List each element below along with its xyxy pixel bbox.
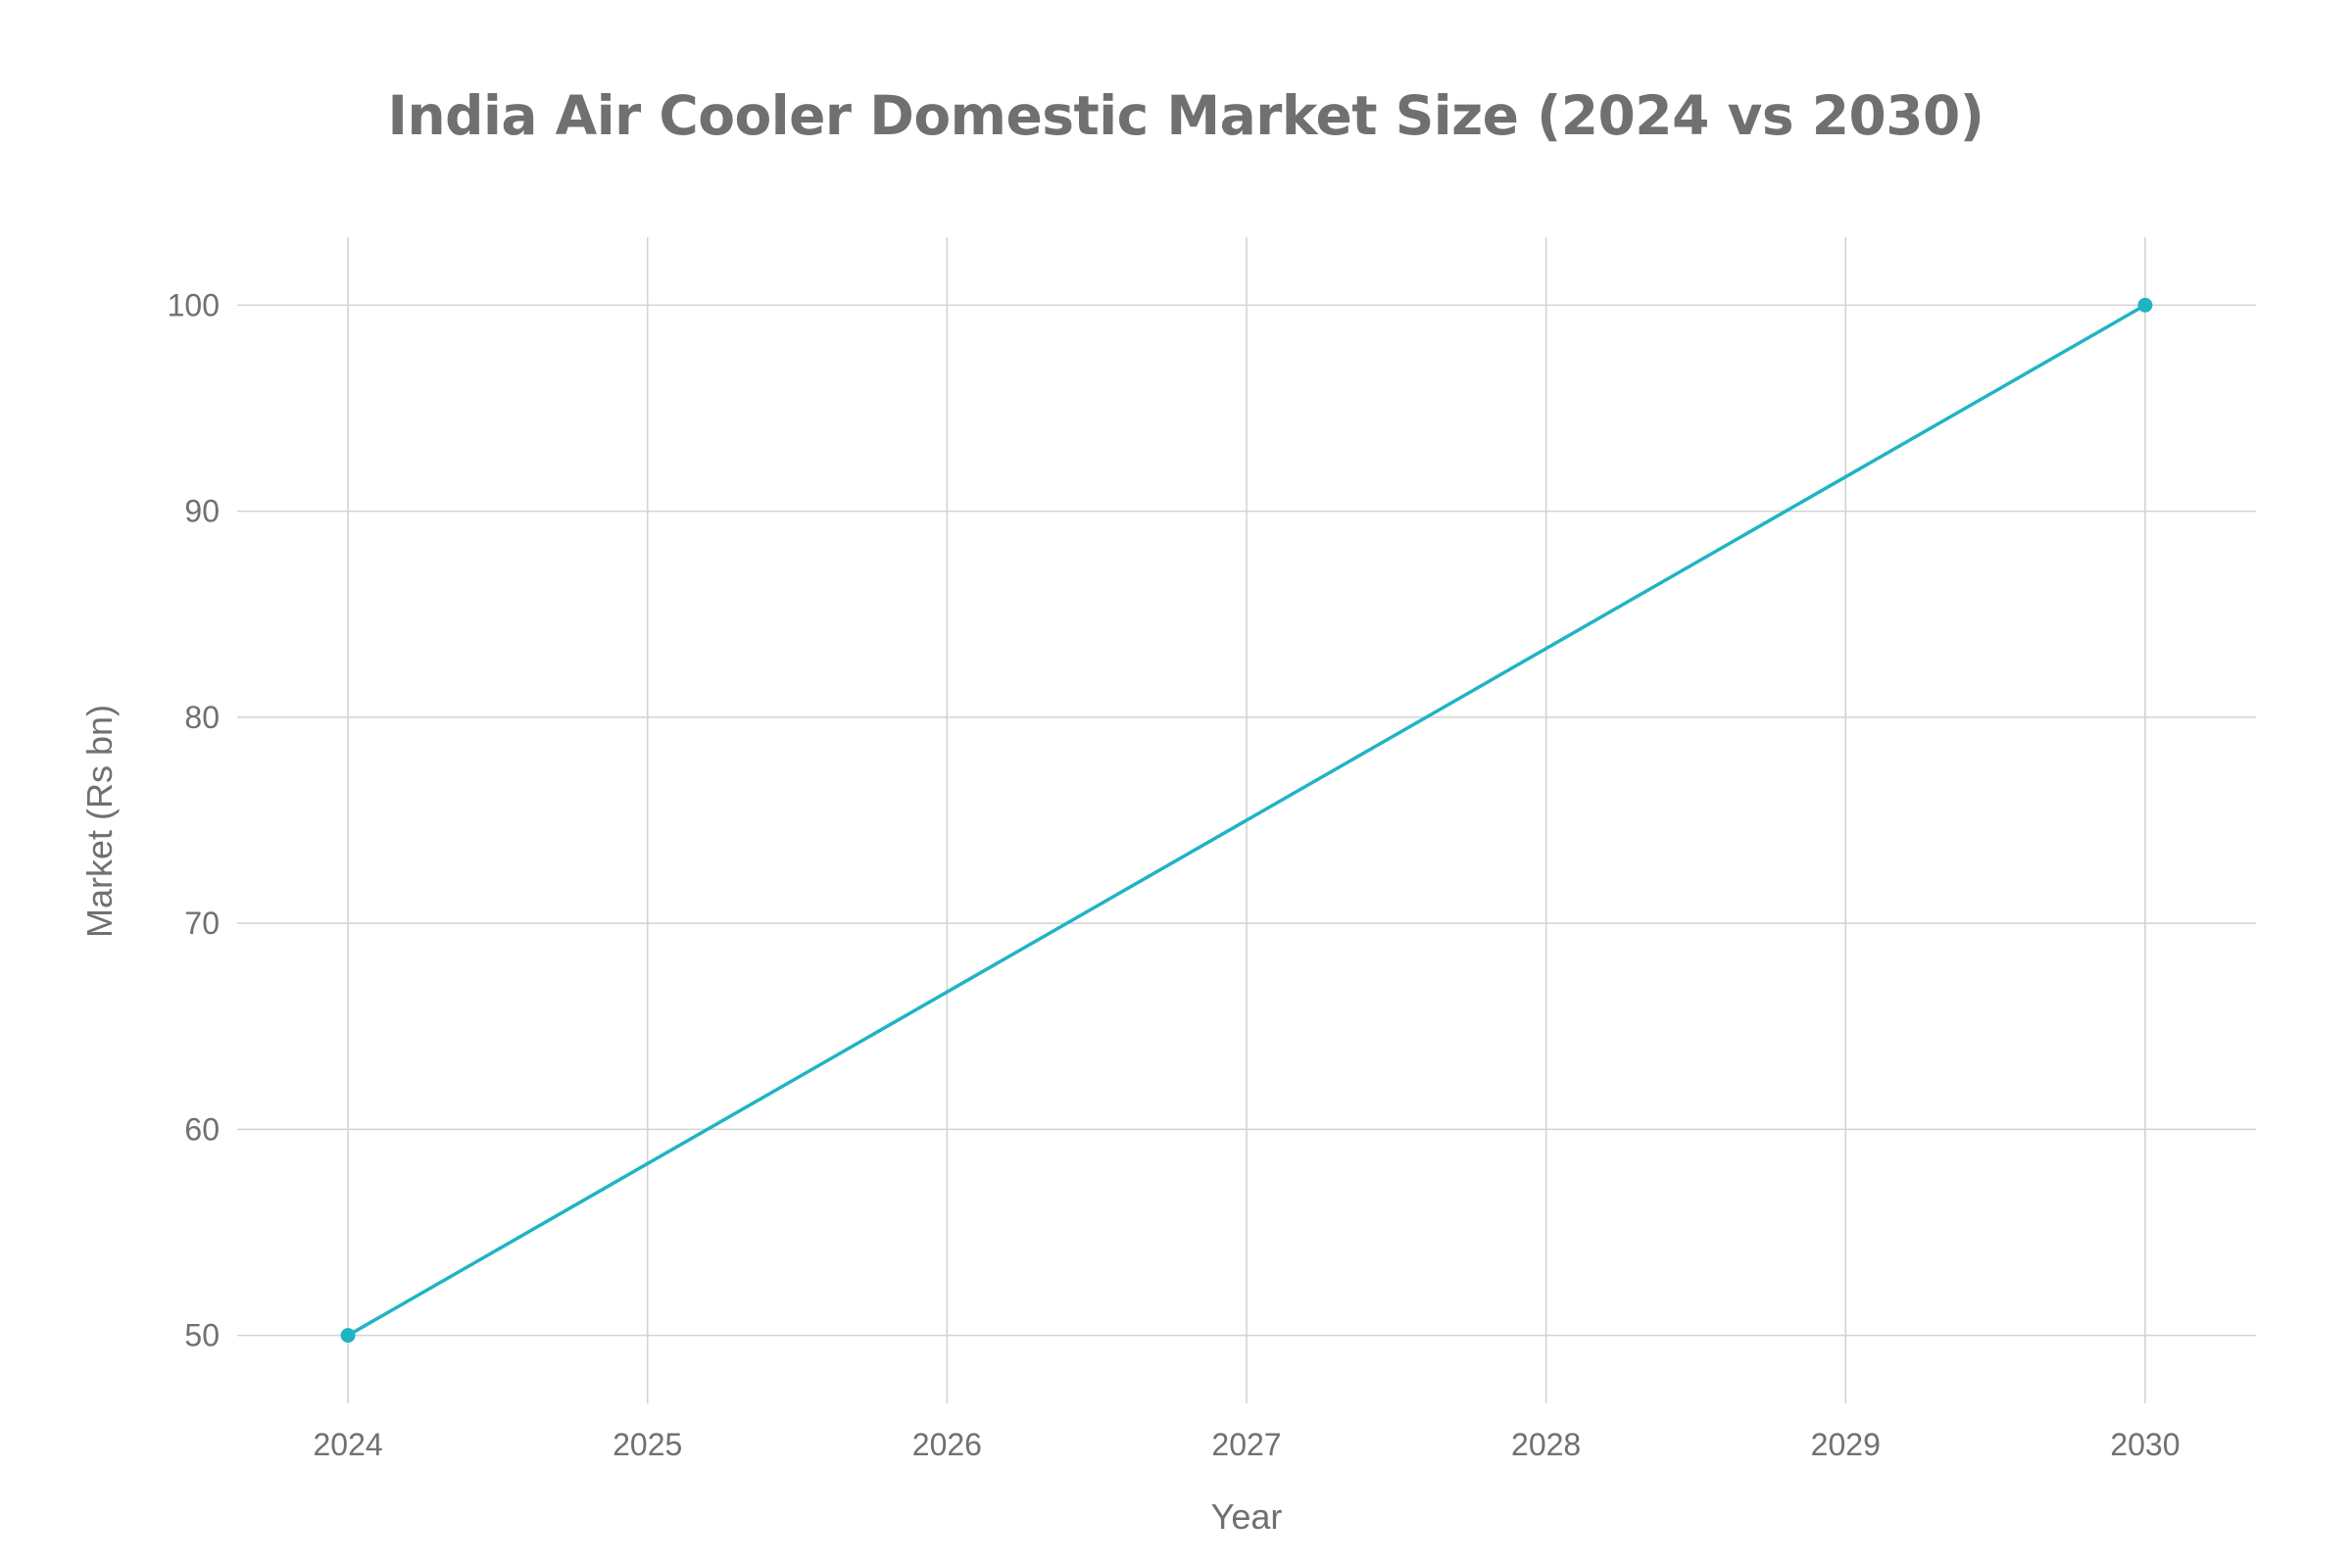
y-tick-label: 100 <box>168 287 220 322</box>
series-line-group <box>340 297 2153 1344</box>
x-tick-label: 2029 <box>1811 1427 1881 1462</box>
x-tick-label: 2026 <box>912 1427 982 1462</box>
x-tick-label: 2028 <box>1511 1427 1581 1462</box>
x-tick-label: 2027 <box>1211 1427 1281 1462</box>
x-tick-label: 2030 <box>2110 1427 2180 1462</box>
data-point <box>340 1328 356 1344</box>
x-axis-label: Year <box>1211 1496 1283 1537</box>
x-axis-ticks: 2024 2025 2026 2027 2028 2029 2030 <box>313 1427 2180 1462</box>
y-axis-label: Market (Rs bn) <box>79 705 120 938</box>
series-line <box>347 303 2146 1338</box>
data-point <box>2137 297 2153 313</box>
y-tick-label: 80 <box>184 700 220 735</box>
chart-title: India Air Cooler Domestic Market Size (2… <box>388 84 1984 147</box>
y-tick-label: 60 <box>184 1111 220 1147</box>
x-tick-label: 2025 <box>612 1427 682 1462</box>
y-tick-label: 90 <box>184 494 220 529</box>
x-tick-label: 2024 <box>313 1427 382 1462</box>
y-tick-label: 50 <box>184 1318 220 1353</box>
gridlines <box>237 237 2256 1403</box>
y-axis-ticks: 50 60 70 80 90 100 <box>168 287 220 1352</box>
y-tick-label: 70 <box>184 906 220 941</box>
